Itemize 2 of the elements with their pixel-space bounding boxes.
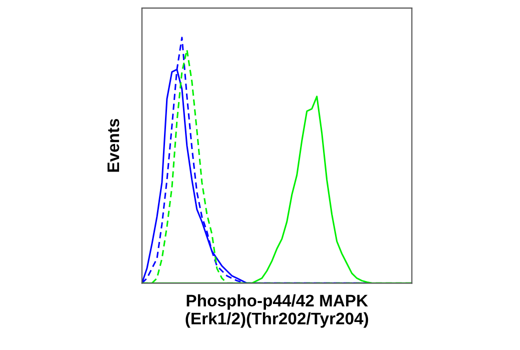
x-axis-title: Phospho-p44/42 MAPK (Erk1/2)(Thr202/Tyr204) [186,294,368,328]
y-axis-title: Events [108,118,120,172]
